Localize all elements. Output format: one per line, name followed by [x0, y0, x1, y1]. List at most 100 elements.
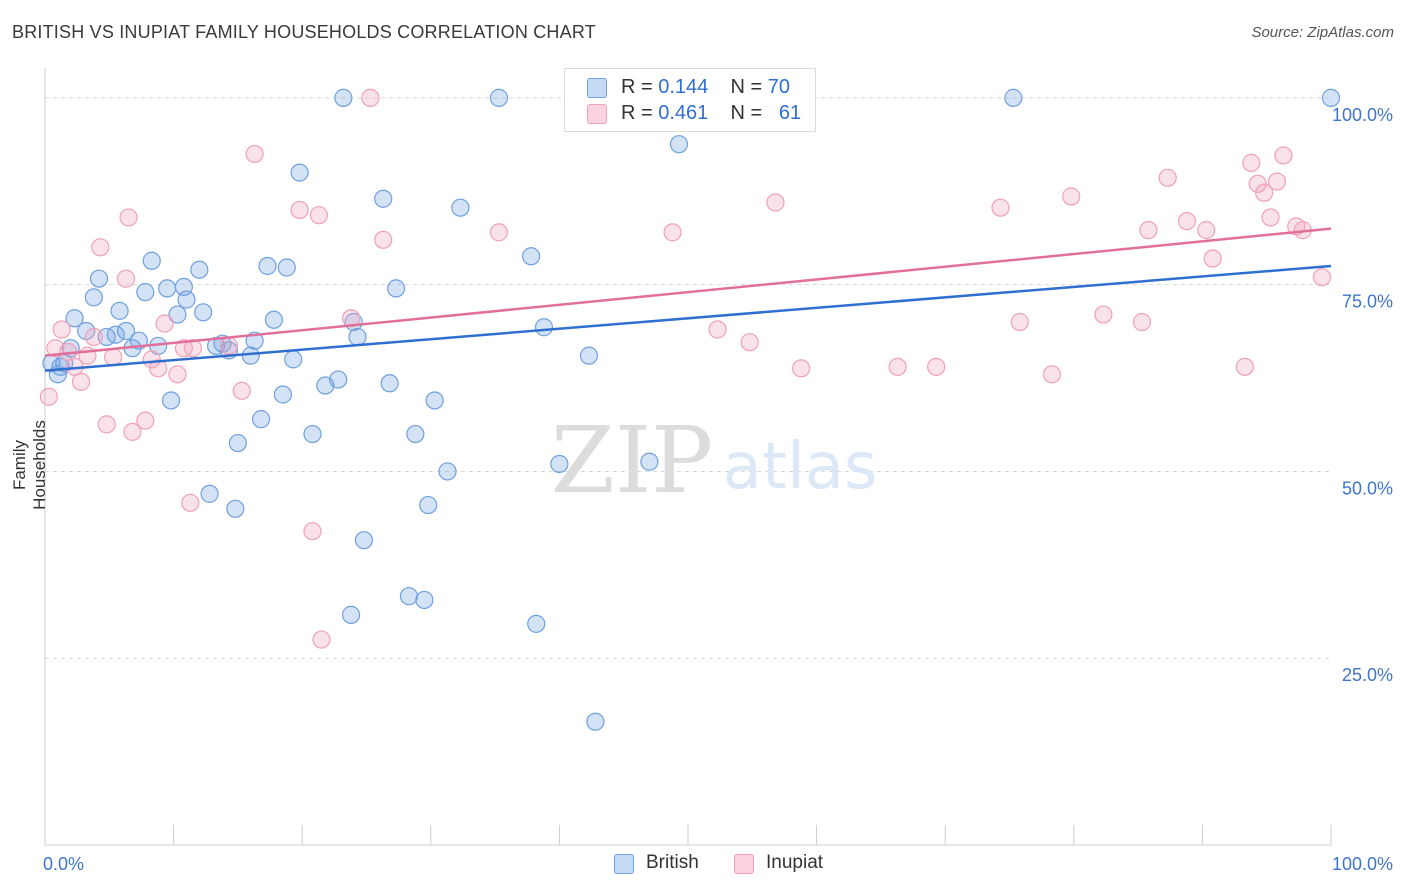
inupiat-point: [71, 372, 91, 391]
inupiat-point: [1261, 208, 1280, 227]
inupiat-point: [290, 200, 309, 220]
inupiat-n-label: N =: [730, 102, 768, 124]
source-credit: Source: ZipAtlas.com: [1251, 24, 1394, 41]
british-point: [386, 279, 406, 298]
inupiat-point: [1235, 357, 1254, 376]
inupiat-point: [1132, 312, 1152, 332]
inupiat-point: [1158, 168, 1177, 187]
y-axis-label: Family Households: [10, 420, 49, 510]
inupiat-point: [1042, 365, 1062, 384]
british-point: [251, 410, 271, 429]
british-point: [329, 370, 348, 389]
inupiat-point: [142, 350, 161, 369]
british-point: [273, 385, 293, 404]
british-point: [65, 309, 84, 328]
inupiat-point: [116, 269, 136, 288]
british-point: [264, 310, 284, 329]
grid-lines: [45, 97, 1331, 659]
british-r-value: 0.144: [658, 76, 709, 98]
british-point: [348, 327, 367, 347]
inupiat-point: [888, 357, 907, 376]
inupiat-point: [792, 359, 811, 378]
inupiat-n-value: 61: [778, 102, 802, 124]
british-point: [158, 279, 177, 298]
inupiat-r-value: 0.461: [658, 102, 709, 124]
inupiat-point: [740, 333, 759, 352]
inupiat-point: [1248, 174, 1267, 193]
british-point: [177, 290, 196, 309]
british-point: [334, 88, 353, 107]
british-point: [527, 614, 546, 633]
inupiat-point: [927, 357, 946, 376]
y-tick-label: 75.0%: [1342, 292, 1393, 312]
inupiat-legend-label: Inupiat: [766, 852, 824, 873]
inupiat-point: [489, 223, 509, 242]
y-tick-label: 25.0%: [1342, 665, 1393, 685]
british-n-value: 70: [767, 76, 791, 98]
british-swatch: [587, 78, 607, 98]
british-point: [1004, 88, 1023, 107]
british-point: [1321, 88, 1341, 107]
british-point: [425, 391, 444, 410]
british-point: [84, 288, 103, 307]
inupiat-point: [1203, 249, 1222, 268]
british-point: [168, 305, 187, 324]
british-point: [419, 495, 438, 515]
british-legend-swatch: [614, 854, 634, 874]
axes: [44, 68, 1332, 846]
y-tick-label: 50.0%: [1342, 478, 1393, 498]
british-point: [258, 256, 277, 276]
inupiat-trend-line: [44, 227, 1332, 357]
x-tick-label-left: 0.0%: [43, 854, 84, 874]
british-point: [161, 391, 181, 410]
inupiat-point: [123, 422, 142, 441]
watermark-atlas: atlas: [723, 430, 878, 504]
inupiat-point: [303, 522, 322, 541]
british-point: [190, 260, 209, 279]
inupiat-r-label: R =: [621, 102, 659, 124]
british-point: [586, 712, 605, 731]
british-point: [303, 424, 322, 444]
inupiat-point: [119, 208, 138, 227]
inupiat-point: [312, 630, 331, 649]
inupiat-point: [1139, 221, 1158, 240]
inupiat-legend-swatch: [734, 854, 754, 874]
trend-lines: [44, 227, 1332, 372]
inupiat-point: [1197, 221, 1216, 240]
inupiat-point: [168, 365, 187, 384]
inupiat-point: [1267, 172, 1287, 191]
british-n-label: N =: [730, 76, 768, 98]
inupiat-point: [136, 411, 155, 430]
british-point: [106, 325, 125, 344]
inupiat-point: [1094, 305, 1113, 324]
british-point: [534, 318, 554, 337]
british-point: [380, 374, 399, 393]
british-point: [374, 189, 393, 208]
y-tick-label: 100.0%: [1332, 105, 1393, 125]
british-point: [579, 346, 599, 365]
inupiat-point: [708, 320, 727, 339]
inupiat-point: [1312, 268, 1332, 287]
inupiat-point: [219, 336, 238, 356]
british-point: [438, 462, 457, 481]
british-point: [550, 454, 569, 474]
british-point: [116, 321, 136, 341]
inupiat-point: [84, 327, 103, 347]
inupiat-point: [1010, 312, 1029, 332]
inupiat-point: [341, 309, 361, 328]
british-point: [669, 135, 689, 154]
inupiat-point: [39, 387, 58, 406]
watermark-zip: ZIP: [551, 407, 713, 514]
inupiat-points: [39, 88, 1332, 649]
inupiat-point: [183, 339, 202, 358]
british-point: [110, 301, 129, 320]
british-point: [522, 247, 541, 266]
inupiat-point: [1274, 146, 1293, 165]
inupiat-point: [104, 348, 123, 367]
inupiat-point: [309, 206, 329, 225]
british-point: [194, 303, 213, 322]
british-point: [451, 198, 470, 217]
inupiat-point: [766, 193, 785, 212]
correlation-legend: R = 0.144 N = 70 R = 0.461 N = 61: [564, 68, 816, 132]
